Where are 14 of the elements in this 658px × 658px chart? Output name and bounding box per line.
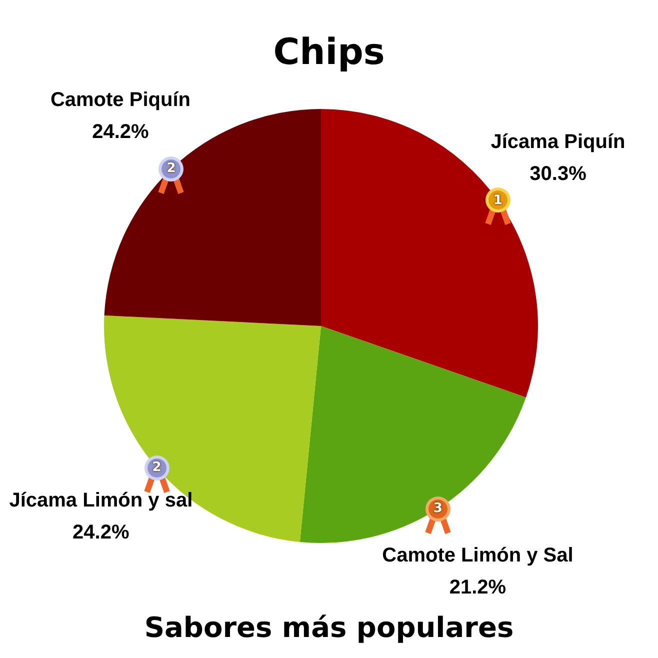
text: 2 — [166, 161, 176, 176]
data-label: 24.2% — [92, 120, 150, 143]
chart-title: Chips — [273, 32, 385, 73]
slice-label: Camote Limón y Sal — [382, 544, 574, 566]
text: 2 — [152, 460, 162, 476]
slice-label: Camote Piquín — [50, 88, 190, 111]
data-label: 21.2% — [449, 576, 506, 598]
text: 3 — [433, 501, 442, 516]
slice-label: Jícama Piquín — [490, 131, 626, 154]
data-label: 24.2% — [72, 522, 130, 544]
text: 1 — [493, 192, 502, 208]
slice-label: Jícama Limón y sal — [9, 490, 193, 512]
text: Sabores más populares — [144, 611, 514, 644]
data-label: 30.3% — [530, 163, 587, 186]
